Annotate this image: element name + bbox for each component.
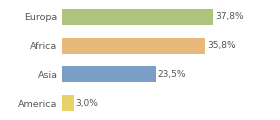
Bar (62, 66, 156, 82)
Text: 37,8%: 37,8% (215, 12, 244, 21)
Bar (62, 9, 213, 25)
Text: 23,5%: 23,5% (158, 70, 186, 79)
Bar (62, 95, 74, 111)
Text: 3,0%: 3,0% (75, 99, 98, 108)
Text: 35,8%: 35,8% (207, 41, 236, 50)
Bar (62, 38, 206, 54)
